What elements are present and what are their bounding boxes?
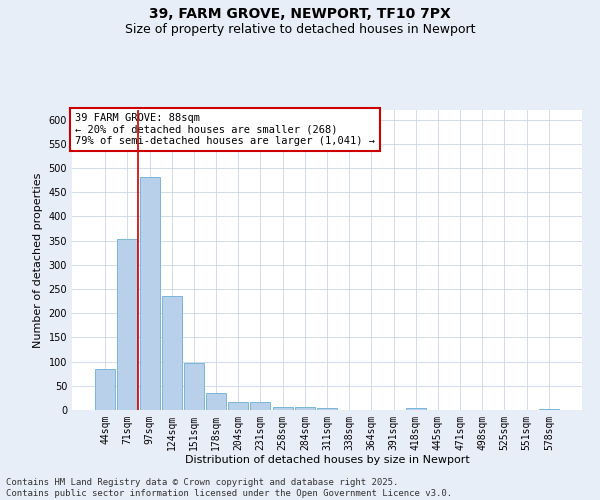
Bar bbox=[317, 408, 337, 410]
Bar bbox=[250, 402, 271, 410]
Bar bbox=[295, 407, 315, 410]
Bar bbox=[95, 369, 115, 410]
Bar bbox=[140, 178, 160, 410]
Text: Distribution of detached houses by size in Newport: Distribution of detached houses by size … bbox=[185, 455, 469, 465]
Bar bbox=[184, 363, 204, 410]
Text: 39 FARM GROVE: 88sqm
← 20% of detached houses are smaller (268)
79% of semi-deta: 39 FARM GROVE: 88sqm ← 20% of detached h… bbox=[75, 113, 375, 146]
Bar bbox=[206, 392, 226, 410]
Y-axis label: Number of detached properties: Number of detached properties bbox=[33, 172, 43, 348]
Bar bbox=[118, 239, 137, 410]
Bar bbox=[162, 296, 182, 410]
Bar bbox=[272, 406, 293, 410]
Bar bbox=[539, 408, 559, 410]
Text: 39, FARM GROVE, NEWPORT, TF10 7PX: 39, FARM GROVE, NEWPORT, TF10 7PX bbox=[149, 8, 451, 22]
Text: Contains HM Land Registry data © Crown copyright and database right 2025.
Contai: Contains HM Land Registry data © Crown c… bbox=[6, 478, 452, 498]
Bar bbox=[228, 402, 248, 410]
Text: Size of property relative to detached houses in Newport: Size of property relative to detached ho… bbox=[125, 22, 475, 36]
Bar bbox=[406, 408, 426, 410]
